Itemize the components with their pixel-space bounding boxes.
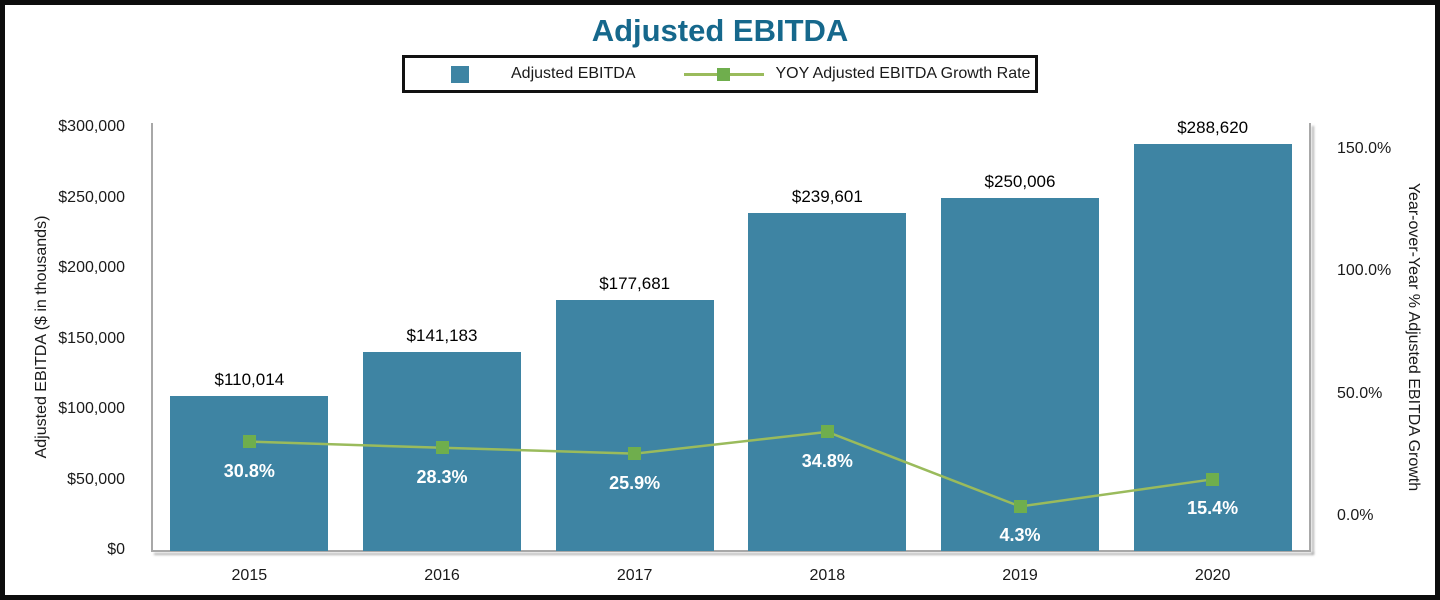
x-axis-label-2016: 2016	[424, 567, 460, 584]
legend-bar-label: Adjusted EBITDA	[511, 65, 636, 82]
y-left-tick-label: $250,000	[58, 188, 125, 206]
bar-2018	[748, 213, 907, 551]
y-right-tick-label: 150.0%	[1337, 140, 1392, 157]
x-axis-label-2020: 2020	[1194, 567, 1231, 584]
bar-value-label-2016: $141,183	[406, 325, 478, 345]
bar-2019	[941, 198, 1099, 551]
line-marker-2018	[820, 425, 834, 439]
line-series-marker-icon	[716, 67, 730, 81]
bar-value-label-2020: $288,620	[1177, 118, 1249, 138]
plot-area: $0 $50,000 $100,000 $150,000 $200,000 $250,00…	[5, 5, 1435, 595]
y-left-tick-label: $200,000	[58, 259, 125, 276]
growth-label-2020: 15.4%	[1187, 498, 1239, 519]
bar-2015	[170, 395, 329, 551]
y-right-tick-label: 50.0%	[1337, 384, 1383, 402]
x-axis-label-2019: 2019	[1002, 567, 1038, 584]
y-left-tick-label: $50,000	[67, 470, 125, 488]
growth-label-2016: 28.3%	[416, 466, 468, 487]
bar-value-label-2019: $250,006	[984, 172, 1056, 192]
bar-2017	[555, 300, 714, 551]
line-marker-2015	[242, 435, 256, 449]
legend-line-label: YOY Adjusted EBITDA Growth Rate	[775, 65, 1031, 82]
bar-value-label-2018: $239,601	[791, 187, 863, 207]
x-axis-label-2015: 2015	[231, 567, 268, 584]
line-marker-2017	[628, 447, 642, 461]
y-left-tick-label: $0	[107, 541, 125, 558]
growth-label-2019: 4.3%	[999, 525, 1041, 546]
x-axis-line	[151, 550, 1311, 552]
x-axis-label-2017: 2017	[616, 567, 653, 584]
y-axis-line-right	[1309, 123, 1311, 551]
line-series-sample-icon	[683, 67, 764, 81]
bar-value-label-2017: $177,681	[599, 274, 671, 294]
x-axis-label-2018: 2018	[809, 567, 846, 584]
bar-value-label-2015: $110,014	[214, 369, 285, 389]
y-left-tick-label: $300,000	[58, 118, 125, 135]
y-left-tick-label: $150,000	[58, 329, 125, 347]
y-right-tick-label: 0.0%	[1337, 507, 1374, 524]
growth-label-2017: 25.9%	[609, 472, 661, 493]
line-marker-2020	[1206, 472, 1220, 486]
legend-box: Adjusted EBITDA YOY Adjusted EBITDA Grow…	[402, 55, 1038, 93]
legend-item-line: YOY Adjusted EBITDA Growth Rate	[636, 65, 1031, 83]
growth-label-2018: 34.8%	[801, 450, 853, 471]
chart-title: Adjusted EBITDA	[591, 13, 849, 48]
y-axis-line-left	[151, 123, 153, 551]
y-left-tick-label: $100,000	[58, 400, 125, 417]
line-marker-2019	[1013, 499, 1027, 513]
bar-series-swatch-icon	[451, 65, 469, 83]
growth-line	[249, 430, 1213, 508]
growth-label-2015: 30.8%	[223, 460, 275, 481]
y-right-tick-label: 100.0%	[1337, 262, 1392, 280]
line-marker-2016	[435, 441, 449, 455]
legend-item-bar: Adjusted EBITDA	[451, 65, 636, 83]
